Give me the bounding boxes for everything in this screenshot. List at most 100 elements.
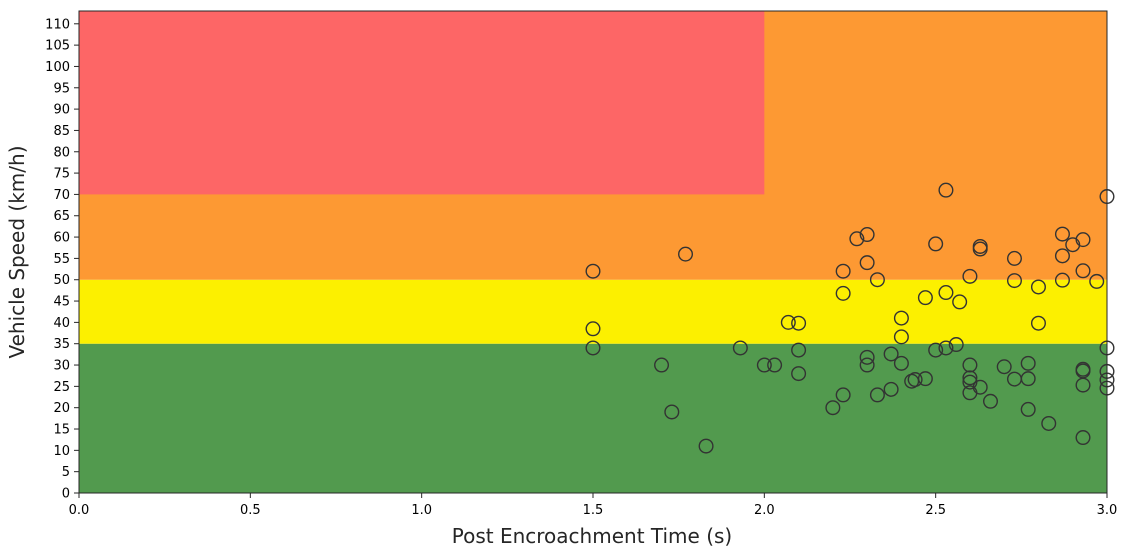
data-point bbox=[938, 285, 954, 301]
data-point bbox=[869, 272, 885, 288]
data-point bbox=[1075, 263, 1091, 279]
data-point bbox=[1020, 371, 1036, 387]
data-point bbox=[732, 340, 748, 356]
data-point bbox=[1006, 273, 1022, 289]
y-tick-label: 15 bbox=[53, 423, 70, 438]
y-axis: 0 5 10 15 20 25 30 35 40 45 50 55 60 65 70 75 80 85 90 95 10… bbox=[45, 17, 79, 502]
y-tick-label: 35 bbox=[53, 337, 70, 352]
y-tick-label: 80 bbox=[53, 145, 70, 160]
data-point bbox=[1041, 415, 1057, 431]
data-point bbox=[938, 340, 954, 356]
data-point bbox=[938, 182, 954, 198]
y-tick-label: 110 bbox=[45, 17, 70, 32]
y-tick-label: 95 bbox=[53, 81, 70, 96]
data-point bbox=[1054, 248, 1070, 264]
data-point bbox=[678, 246, 694, 262]
data-point bbox=[928, 236, 944, 252]
y-tick-label: 55 bbox=[53, 252, 70, 267]
data-point bbox=[791, 315, 807, 331]
y-tick-label: 40 bbox=[53, 316, 70, 331]
data-point bbox=[756, 357, 772, 373]
data-point bbox=[982, 393, 998, 409]
data-point bbox=[767, 357, 783, 373]
x-axis: 0.0 0.5 1.0 1.5 2.0 2.5 3.0 bbox=[69, 493, 1118, 518]
data-point bbox=[780, 314, 796, 330]
y-tick-label: 0 bbox=[62, 487, 70, 502]
data-point bbox=[1020, 401, 1036, 417]
data-point bbox=[859, 357, 875, 373]
data-point bbox=[893, 355, 909, 371]
data-point bbox=[859, 349, 875, 365]
data-point bbox=[893, 329, 909, 345]
data-point bbox=[972, 241, 988, 257]
y-tick-label: 30 bbox=[53, 359, 70, 374]
y-tick-label: 20 bbox=[53, 401, 70, 416]
zone-1 bbox=[79, 279, 1107, 344]
y-tick-label: 25 bbox=[53, 380, 70, 395]
data-point bbox=[1075, 377, 1091, 393]
y-tick-label: 85 bbox=[53, 124, 70, 139]
zone-0 bbox=[79, 343, 1107, 493]
data-point bbox=[962, 357, 978, 373]
data-point bbox=[791, 366, 807, 382]
data-point bbox=[825, 400, 841, 416]
data-point bbox=[1030, 315, 1046, 331]
x-axis-label: Post Encroachment Time (s) bbox=[452, 524, 732, 548]
data-point bbox=[928, 342, 944, 358]
data-point bbox=[1030, 279, 1046, 295]
data-point bbox=[835, 263, 851, 279]
data-point bbox=[654, 357, 670, 373]
y-tick-label: 65 bbox=[53, 209, 70, 224]
y-tick-label: 70 bbox=[53, 188, 70, 203]
data-point bbox=[1020, 355, 1036, 371]
y-tick-label: 100 bbox=[45, 60, 70, 75]
data-point bbox=[996, 359, 1012, 375]
zone-3 bbox=[79, 11, 765, 195]
data-point bbox=[962, 268, 978, 284]
data-point bbox=[1089, 273, 1105, 289]
data-point bbox=[883, 381, 899, 397]
y-tick-label: 10 bbox=[53, 444, 70, 459]
data-point bbox=[883, 346, 899, 362]
data-point bbox=[791, 342, 807, 358]
x-tick-label: 3.0 bbox=[1097, 503, 1118, 518]
x-tick-label: 0.5 bbox=[240, 503, 261, 518]
data-point bbox=[859, 255, 875, 271]
data-point bbox=[1054, 272, 1070, 288]
data-point bbox=[869, 387, 885, 403]
y-tick-label: 90 bbox=[53, 103, 70, 118]
data-point bbox=[859, 227, 875, 243]
data-point bbox=[907, 372, 923, 388]
data-point bbox=[893, 310, 909, 326]
data-point bbox=[952, 294, 968, 310]
y-tick-label: 50 bbox=[53, 273, 70, 288]
y-tick-label: 75 bbox=[53, 167, 70, 182]
data-point bbox=[1075, 232, 1091, 248]
data-point bbox=[1006, 250, 1022, 266]
data-point bbox=[1054, 226, 1070, 242]
data-point bbox=[585, 340, 601, 356]
x-tick-label: 2.5 bbox=[925, 503, 946, 518]
data-point bbox=[972, 379, 988, 395]
data-point bbox=[835, 285, 851, 301]
data-point bbox=[698, 438, 714, 454]
data-point bbox=[948, 337, 964, 353]
data-point bbox=[962, 370, 978, 386]
y-tick-label: 105 bbox=[45, 39, 70, 54]
data-point bbox=[917, 290, 933, 306]
x-tick-label: 1.0 bbox=[411, 503, 432, 518]
data-point bbox=[585, 263, 601, 279]
data-point bbox=[585, 321, 601, 337]
data-point bbox=[917, 371, 933, 387]
zone-layer bbox=[79, 11, 1107, 493]
data-point bbox=[1075, 430, 1091, 446]
points-layer bbox=[585, 182, 1115, 454]
x-tick-label: 2.0 bbox=[754, 503, 775, 518]
data-point bbox=[835, 387, 851, 403]
data-point bbox=[849, 231, 865, 247]
y-axis-label: Vehicle Speed (km/h) bbox=[5, 145, 29, 358]
x-tick-label: 1.5 bbox=[583, 503, 604, 518]
x-tick-label: 0.0 bbox=[69, 503, 90, 518]
y-tick-label: 60 bbox=[53, 231, 70, 246]
